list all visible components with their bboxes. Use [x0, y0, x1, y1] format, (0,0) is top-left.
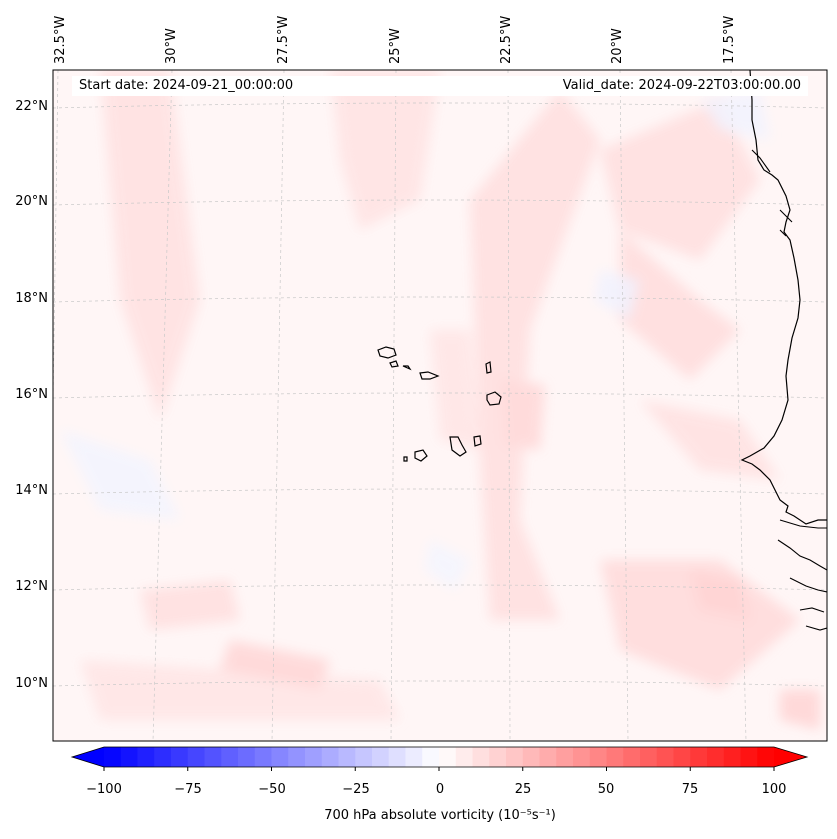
colorbar-bin — [439, 747, 457, 767]
colorbar-bin — [757, 747, 775, 767]
lat-label-12n: 12°N — [15, 579, 48, 594]
colorbar-bin — [204, 747, 222, 767]
colorbar-tick-label: 25 — [514, 782, 532, 797]
colorbar-bin — [455, 747, 473, 767]
colorbar-bin — [238, 747, 256, 767]
colorbar-bin — [120, 747, 138, 767]
colorbar-tick-label: −75 — [174, 782, 202, 797]
lon-label-20w: 20°W — [610, 28, 625, 64]
map-gridlines — [53, 70, 827, 741]
colorbar-bin — [673, 747, 691, 767]
vorticity-field — [53, 70, 827, 741]
colorbar-bin — [221, 747, 239, 767]
colorbar-bin — [556, 747, 574, 767]
colorbar-bin — [388, 747, 406, 767]
colorbar-bin — [305, 747, 323, 767]
colorbar-bin — [522, 747, 540, 767]
colorbar-bin — [589, 747, 607, 767]
colorbar-bin — [171, 747, 189, 767]
africa-coastline — [740, 70, 827, 525]
colorbar-bin — [137, 747, 155, 767]
colorbar-bin — [472, 747, 490, 767]
colorbar-bin — [606, 747, 624, 767]
colorbar-bin — [288, 747, 306, 767]
colorbar-bin — [321, 747, 339, 767]
map-frame — [52, 69, 828, 742]
colorbar-bin — [690, 747, 708, 767]
colorbar-bin — [707, 747, 725, 767]
lon-label-17-5w: 17.5°W — [722, 15, 737, 64]
colorbar-bin — [355, 747, 373, 767]
colorbar-bin — [539, 747, 557, 767]
lat-label-14n: 14°N — [15, 483, 48, 498]
lat-label-22n: 22°N — [15, 99, 48, 114]
colorbar-tick-label: −25 — [342, 782, 370, 797]
info-banner — [72, 76, 808, 96]
colorbar-tick-label: 75 — [681, 782, 699, 797]
valid-date-label: Valid_date: 2024-09-22T03:00:00.00 — [562, 78, 801, 93]
colorbar-bin — [104, 747, 122, 767]
lat-label-18n: 18°N — [15, 291, 48, 306]
start-date-label: Start date: 2024-09-21_00:00:00 — [79, 78, 294, 93]
colorbar-bin — [154, 747, 172, 767]
colorbar-bin — [623, 747, 641, 767]
colorbar-bin — [187, 747, 205, 767]
lat-label-16n: 16°N — [15, 387, 48, 402]
colorbar-extend-min — [72, 747, 104, 767]
colorbar-bin — [422, 747, 440, 767]
colorbar-bin — [372, 747, 390, 767]
colorbar-bin — [656, 747, 674, 767]
lat-label-10n: 10°N — [15, 676, 48, 691]
colorbar-bin — [723, 747, 741, 767]
lon-label-25w: 25°W — [388, 28, 403, 64]
colorbar-bin — [640, 747, 658, 767]
colorbar-bin — [254, 747, 272, 767]
colorbar-bin — [271, 747, 289, 767]
colorbar-bin — [506, 747, 524, 767]
colorbar-bin — [740, 747, 758, 767]
cape-verde-islands — [377, 346, 502, 462]
lon-label-22-5w: 22.5°W — [499, 15, 514, 64]
lon-label-27-5w: 27.5°W — [276, 15, 291, 64]
africa-coastline-south — [777, 519, 827, 631]
colorbar-tick-label: −100 — [86, 782, 122, 797]
colorbar-bin — [338, 747, 356, 767]
colorbar-tick-label: 0 — [435, 782, 445, 797]
colorbar-bin — [405, 747, 423, 767]
colorbar-bin — [489, 747, 507, 767]
lat-label-20n: 20°N — [15, 194, 48, 209]
lon-label-30w: 30°W — [164, 28, 179, 64]
colorbar-bin — [573, 747, 591, 767]
colorbar-tick-label: −50 — [258, 782, 286, 797]
colorbar-tick-label: 100 — [761, 782, 787, 797]
colorbar-title: 700 hPa absolute vorticity (10⁻⁵s⁻¹) — [324, 808, 556, 823]
colorbar — [70, 746, 809, 771]
lon-label-32-5w: 32.5°W — [53, 15, 68, 64]
colorbar-extend-max — [774, 747, 807, 767]
colorbar-tick-label: 50 — [597, 782, 615, 797]
